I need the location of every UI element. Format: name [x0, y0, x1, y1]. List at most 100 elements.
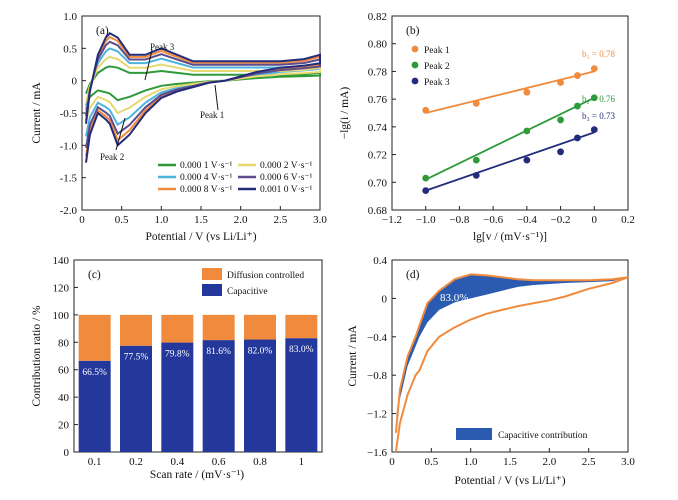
panel-c-ytick-label: 80: [58, 337, 70, 349]
panel-d-ylabel: Current / mA: [347, 325, 359, 387]
panel-b-fit-line: [425, 96, 595, 181]
panel-c-ytick-label: 40: [58, 392, 70, 404]
panel-b-point: [590, 94, 598, 102]
panel-a-ylabel: Current / mA: [31, 82, 43, 144]
panel-c-ytick-label: 140: [53, 255, 70, 267]
panel-b-point: [574, 134, 581, 142]
panel-a-ytick-label: 0: [72, 76, 78, 88]
panel-a-ytick-label: -1.5: [60, 173, 78, 185]
panel-b-xlabel: lg[v / (mV·s⁻¹)]: [473, 231, 547, 243]
panel-d-xtick-label: 2.0: [542, 456, 556, 468]
panel-a-ytick-label: 1.0: [63, 11, 77, 23]
panel-d-xtick-label: 0: [389, 456, 395, 468]
panel-b-legend-label: Peak 1: [424, 46, 450, 56]
panel-b-xtick-label: −0.4: [517, 214, 537, 226]
panel-a-legend-label: 0.000 4 V·s⁻¹: [180, 173, 232, 183]
panel-a-ytick-label: -2.0: [60, 205, 78, 217]
panel-d-xtick-label: 2.5: [582, 456, 596, 468]
panel-c-xlabel: Scan rate / (mV·s⁻¹): [150, 469, 244, 481]
panel-c-bar-capacitive: [78, 360, 111, 452]
panel-c-frame: [73, 259, 323, 453]
panel-b-slope-label: b₁ = 0.78: [582, 49, 615, 59]
panel-c-bar-diffusion: [161, 314, 194, 343]
panel-a-ytick-label: -0.5: [60, 108, 78, 120]
panel-b-legend-marker: [411, 61, 419, 69]
panel-d-xtick-label: 0.5: [424, 456, 438, 468]
panel-d-tag: (d): [406, 269, 420, 281]
panel-b-point: [523, 127, 531, 135]
panel-c-ytick-label: 60: [58, 365, 70, 377]
panel-a-cv-curve: [85, 55, 321, 122]
panel-c-bar-diffusion: [78, 314, 111, 361]
panel-d-legend-swatch: [456, 428, 492, 440]
panel-a-peak3-arrow: [144, 49, 153, 81]
panel-a-ytick-label: 0.5: [63, 43, 77, 55]
panel-c-bar-capacitive: [244, 339, 276, 452]
panel-b-fit-line: [425, 131, 595, 192]
panel-c-bar-label: 82.0%: [248, 347, 273, 357]
panel-c-bar-diffusion: [202, 314, 235, 341]
panel-c-ytick-label: 20: [58, 420, 70, 432]
panel-c-xtick-label: 0.2: [129, 456, 143, 468]
panel-a-xtick-label: 0: [79, 214, 85, 226]
panel-a-xlabel: Potential / V (vs Li/Li⁺): [145, 231, 256, 243]
panel-b-legend-label: Peak 2: [424, 62, 450, 72]
panel-b-point: [574, 72, 581, 79]
panel-b-xtick-label: −0.6: [483, 214, 503, 226]
panel-a-legend-label: 0.000 1 V·s⁻¹: [180, 161, 232, 171]
panel-b-ytick-label: 0.82: [368, 11, 387, 23]
panel-d-cv-curve: [394, 273, 629, 453]
panel-b-point: [590, 65, 598, 73]
panel-c-bar-label: 81.6%: [206, 347, 231, 357]
panel-b-ytick-label: 0.74: [368, 122, 388, 134]
panel-c-xtick-label: 0.4: [170, 456, 184, 468]
panel-d-ytick-label: 0.4: [373, 255, 387, 267]
panel-c-ytick-label: 120: [53, 282, 70, 294]
panel-c-xtick-label: 0.8: [253, 456, 267, 468]
panel-c-xtick-label: 0.1: [88, 456, 102, 468]
panel-b-point: [557, 116, 564, 124]
panel-a-legend-label: 0.000 6 V·s⁻¹: [260, 173, 312, 183]
panel-b-xtick-label: −0.2: [551, 214, 571, 226]
panel-a-xtick-label: 2.5: [273, 214, 287, 226]
panel-a-xtick-label: 1.5: [194, 214, 208, 226]
panel-b-point: [422, 187, 430, 195]
panel-b-ytick-label: 0.72: [368, 150, 387, 162]
panel-b-point: [557, 148, 564, 156]
panel-b-point: [574, 102, 581, 110]
panel-c-bar-label: 66.5%: [82, 368, 107, 378]
panel-b-xtick-label: −1.2: [382, 214, 402, 226]
panel-b-legend-marker: [411, 77, 419, 85]
panel-c-ylabel: Contribution ratio / %: [31, 305, 43, 407]
panel-b-ylabel: −lg(i / mA): [339, 87, 351, 140]
panel-c-ytick-label: 0: [64, 447, 70, 459]
panel-d-xtick-label: 1.5: [503, 456, 517, 468]
panel-a-legend-label: 0.000 8 V·s⁻¹: [180, 185, 232, 195]
panel-d-ytick-label: −0.4: [367, 332, 387, 344]
panel-c-bar-label: 79.8%: [165, 350, 190, 360]
panel-c-legend-swatch: [202, 284, 222, 296]
panel-b-xtick-label: −1.0: [416, 214, 436, 226]
panel-a-legend-label: 0.000 2 V·s⁻¹: [260, 161, 312, 171]
panel-a-peak2-label: Peak 2: [100, 152, 124, 162]
panel-a-xtick-label: 2.0: [234, 214, 248, 226]
panel-c-bar-capacitive: [285, 338, 318, 452]
panel-a-xtick-label: 0.5: [115, 214, 129, 226]
panel-a-xtick-label: 3.0: [313, 214, 327, 226]
panel-a-peak1-label: Peak 1: [200, 110, 224, 120]
panel-b-fit-line: [425, 70, 595, 114]
panel-b-point: [523, 156, 531, 164]
panel-b-ytick-label: 0.76: [368, 94, 388, 106]
panel-c-bar-diffusion: [120, 314, 152, 346]
panel-b-ytick-label: 0.80: [368, 39, 388, 51]
panel-b-point: [472, 171, 480, 179]
panel-a-legend-label: 0.001 0 V·s⁻¹: [260, 185, 312, 195]
panel-b-point: [472, 156, 480, 164]
panel-a-cv-curve: [85, 65, 321, 106]
panel-c-tag: (c): [88, 269, 101, 281]
panel-b-point: [422, 106, 430, 114]
panel-b-xtick-label: 0.2: [621, 214, 635, 226]
panel-a-peak3-label: Peak 3: [150, 42, 175, 52]
panel-a-ytick-label: -1.0: [60, 140, 78, 152]
